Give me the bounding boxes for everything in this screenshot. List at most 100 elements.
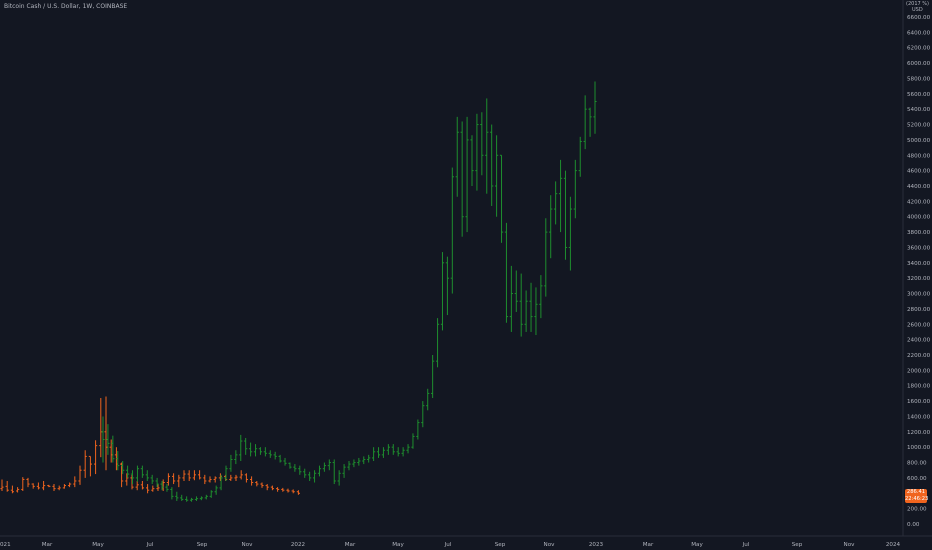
ohlc-bar <box>101 416 105 463</box>
ohlc-bar <box>509 265 513 332</box>
y-tick-label: 0.00 <box>907 522 920 528</box>
ohlc-bar <box>194 496 199 501</box>
ohlc-bar <box>0 479 4 491</box>
y-tick-label: 3600.00 <box>907 245 931 251</box>
ohlc-bar <box>250 476 254 486</box>
ohlc-bar <box>111 435 115 463</box>
ohlc-bar <box>435 318 440 368</box>
ohlc-bar <box>244 437 248 455</box>
ohlc-bar <box>165 484 169 492</box>
ohlc-bar <box>182 470 186 481</box>
ohlc-bar <box>485 98 489 194</box>
x-tick-label: 2022 <box>291 542 305 548</box>
ohlc-bar <box>229 474 233 481</box>
ohlc-bar <box>146 484 150 494</box>
y-tick-label: 2600.00 <box>907 322 931 328</box>
ohlc-bar <box>539 275 543 319</box>
x-tick-label: Mar <box>42 542 53 548</box>
x-axis-labels: 021 Mar May Jul Sep Nov 2022 Mar May Jul Sep Nov 202… <box>0 542 901 548</box>
ohlc-bar <box>121 461 125 475</box>
ohlc-bar <box>298 465 302 475</box>
ohlc-bar <box>47 484 51 488</box>
ohlc-bar <box>450 167 454 294</box>
ohlc-bar <box>42 480 46 491</box>
ohlc-bar <box>198 470 202 480</box>
ohlc-bar <box>36 482 40 490</box>
ohlc-bar <box>480 112 484 176</box>
ohlc-bar <box>347 461 351 471</box>
x-tick-label: 2024 <box>886 542 901 548</box>
y-tick-label: 2400.00 <box>907 338 931 344</box>
ohlc-bar <box>155 477 159 488</box>
y-tick-label: 3800.00 <box>907 230 931 236</box>
ohlc-bar <box>203 474 207 485</box>
bar-countdown: 22:46:23 <box>905 495 929 502</box>
ohlc-bar <box>166 473 170 486</box>
ohlc-bar <box>445 256 449 316</box>
ohlc-bar <box>312 470 317 483</box>
ohlc-bar <box>78 465 82 485</box>
ohlc-bar <box>519 273 523 337</box>
ohlc-bar <box>255 480 259 487</box>
ohlc-bar <box>273 451 277 460</box>
ohlc-bar <box>367 454 371 463</box>
ohlc-bar <box>431 355 435 399</box>
ohlc-bar <box>234 474 238 481</box>
y-tick-label: 5400.00 <box>907 107 931 113</box>
ohlc-bar <box>529 282 533 332</box>
y-axis-unit-line-1: (2017 %) <box>906 1 929 7</box>
ohlc-bar <box>291 489 295 494</box>
y-axis-labels: 6600.00 6400.00 6200.00 6000.00 5800.00 5600.… <box>907 15 931 528</box>
ohlc-bar <box>357 457 361 466</box>
ohlc-bar <box>573 159 577 219</box>
ohlc-bar <box>16 487 20 493</box>
y-tick-label: 6600.00 <box>907 15 931 21</box>
ohlc-bar <box>460 121 464 237</box>
ohlc-bar <box>219 474 223 491</box>
x-tick-label: May <box>392 542 404 548</box>
ohlc-bar <box>465 116 469 233</box>
y-tick-label: 600.00 <box>907 476 927 482</box>
ohlc-bar <box>204 494 208 500</box>
y-tick-label: 5600.00 <box>907 92 931 98</box>
ohlc-bar <box>265 484 269 491</box>
y-tick-label: 6400.00 <box>907 30 931 36</box>
ohlc-bar <box>244 473 248 483</box>
ohlc-bar <box>308 471 312 481</box>
x-tick-label: May <box>691 542 703 548</box>
y-tick-label: 2200.00 <box>907 353 931 359</box>
x-tick-label: Jul <box>444 542 452 548</box>
last-price-value: 286.41 <box>906 489 926 495</box>
y-tick-label: 1800.00 <box>907 384 931 390</box>
x-tick-label: Nov <box>242 542 254 548</box>
last-price-badge[interactable]: 286.41 22:46:23 <box>905 489 929 503</box>
ohlc-bar <box>386 444 390 455</box>
x-tick-label: Nov <box>844 542 856 548</box>
x-tick-label: Mar <box>643 542 654 548</box>
ohlc-bar <box>362 456 366 465</box>
y-tick-label: 6200.00 <box>907 46 931 52</box>
ohlc-bar <box>317 465 322 477</box>
ohlc-bar <box>416 419 420 440</box>
ohlc-bar <box>281 487 285 492</box>
ohlc-bar <box>278 454 282 463</box>
ohlc-bar <box>177 474 181 488</box>
ohlc-bar <box>99 398 103 458</box>
ohlc-bar <box>578 136 582 177</box>
x-tick-label: Sep <box>495 542 506 548</box>
ohlc-bar <box>544 218 548 297</box>
ohlc-bar <box>5 480 9 492</box>
y-tick-label: 1000.00 <box>907 445 931 451</box>
ohlc-bar <box>21 477 25 491</box>
ohlc-bar <box>180 494 184 501</box>
ohlc-bar <box>549 195 553 259</box>
ohlc-bar <box>234 450 238 465</box>
y-tick-label: 4800.00 <box>907 153 931 159</box>
ohlc-bar <box>73 476 77 488</box>
ohlc-bar <box>327 459 331 471</box>
ohlc-bar <box>208 476 212 483</box>
y-tick-label: 1200.00 <box>907 430 931 436</box>
ohlc-bar <box>558 159 563 233</box>
ohlc-bar <box>263 447 267 457</box>
